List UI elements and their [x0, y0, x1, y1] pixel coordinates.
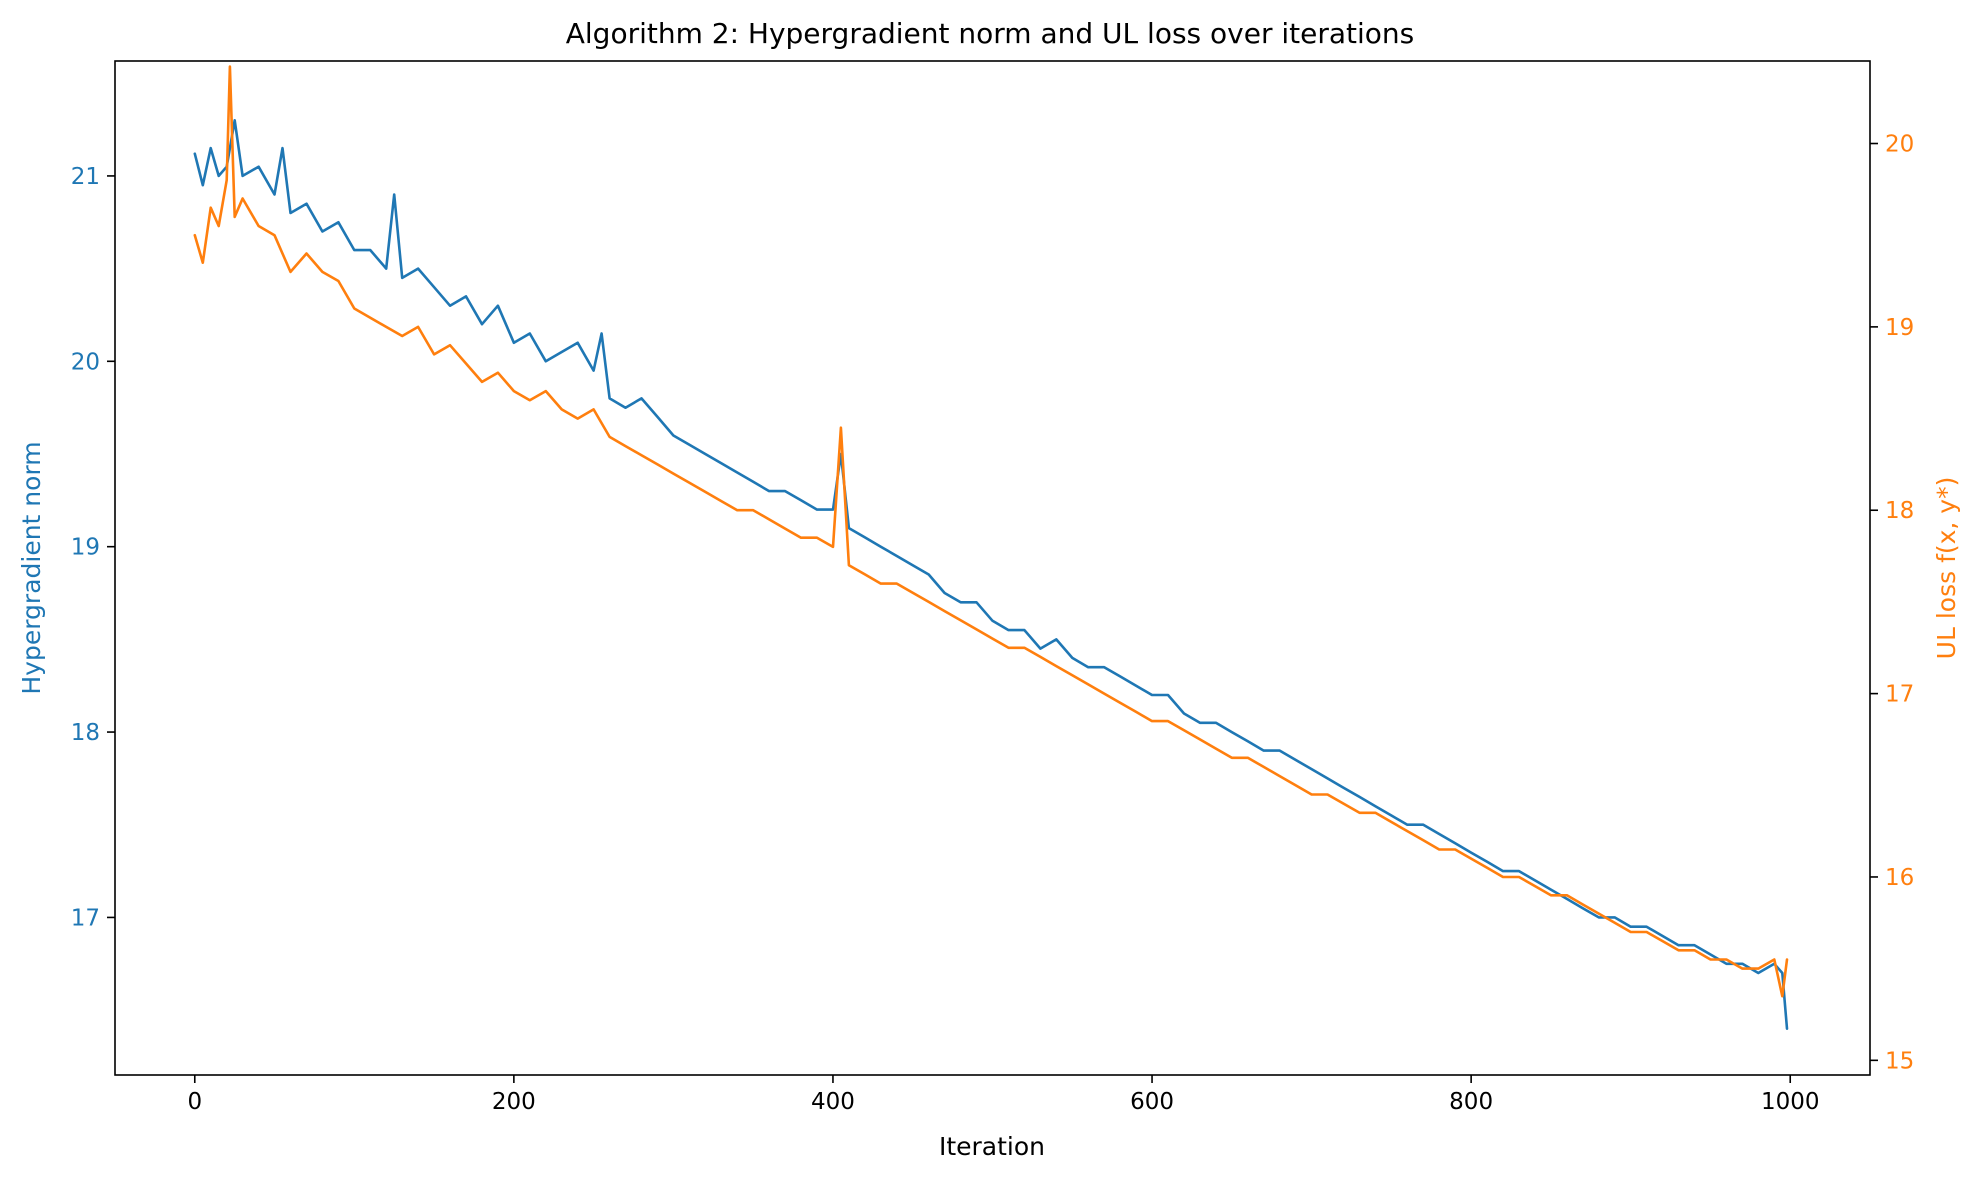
right-y-tick-label: 16: [1885, 865, 1914, 891]
left-y-tick-label: 18: [71, 720, 100, 746]
left-y-axis-label: Hypergradient norm: [17, 441, 46, 694]
x-tick-label: 0: [187, 1089, 202, 1115]
ul-loss-line: [193, 65, 1789, 998]
right-y-tick-label: 15: [1885, 1048, 1914, 1074]
right-y-tick-label: 17: [1885, 682, 1914, 708]
right-y-axis-label: UL loss f(x, y*): [1932, 477, 1961, 660]
right-y-tick-label: 18: [1885, 498, 1914, 524]
plot-frame: [114, 60, 1871, 1076]
x-tick-label: 600: [1130, 1089, 1174, 1115]
right-y-tick-label: 19: [1885, 315, 1914, 341]
hypergradient-norm-line: [193, 119, 1789, 1030]
series-layer: [193, 65, 1789, 1030]
x-axis-label: Iteration: [939, 1132, 1045, 1161]
x-tick-label: 200: [492, 1089, 536, 1115]
left-y-tick-label: 19: [71, 535, 100, 561]
x-tick-label: 800: [1449, 1089, 1493, 1115]
chart-title: Algorithm 2: Hypergradient norm and UL l…: [566, 17, 1415, 50]
right-y-tick-label: 20: [1885, 132, 1914, 158]
x-tick-label: 1000: [1761, 1089, 1820, 1115]
left-y-tick-label: 20: [71, 349, 100, 375]
x-tick-label: 400: [811, 1089, 855, 1115]
left-y-tick-label: 17: [71, 905, 100, 931]
left-y-tick-label: 21: [71, 164, 100, 190]
axes-layer: 0 200 400 600 800 1000 17 18 19 20 21 15 16 17 18 19 20: [71, 132, 1915, 1115]
